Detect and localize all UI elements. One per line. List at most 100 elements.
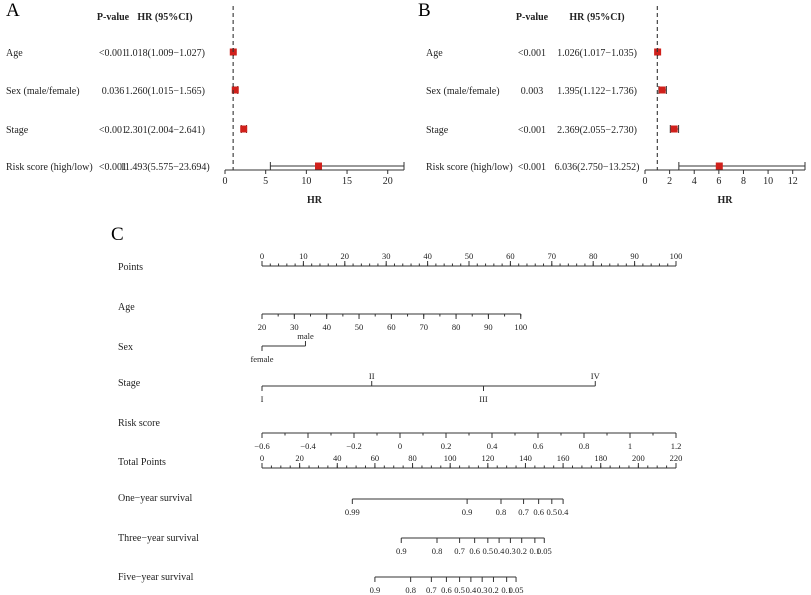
tick-label: 90: [484, 322, 493, 332]
tick-label: 160: [557, 453, 570, 463]
category-label: female: [250, 354, 273, 364]
tick-label: 140: [519, 453, 532, 463]
x-axis-label: HR: [307, 195, 323, 206]
survival-label: 0.3: [505, 546, 516, 556]
tick-label: 120: [481, 453, 494, 463]
tick-label: 0: [260, 453, 264, 463]
row-hr-text: 6.036(2.750−13.252): [555, 162, 640, 173]
tick-label: 220: [670, 453, 683, 463]
hr-marker: [231, 86, 239, 94]
survival-label: 0.9: [462, 507, 473, 517]
row-label: Sex (male/female): [426, 86, 500, 97]
tick-label: 60: [387, 322, 396, 332]
tick-label: 0: [398, 441, 402, 451]
nomogram-row-label: Sex: [118, 342, 133, 353]
row-hr-text: 2.369(2.055−2.730): [557, 125, 637, 136]
x-tick-label: 4: [692, 176, 697, 187]
x-tick-label: 6: [716, 176, 721, 187]
survival-label: 0.4: [494, 546, 505, 556]
survival-label: 0.99: [345, 507, 360, 517]
forest-plot-a: P-value HR (95%CI)Age <0.0011.018(1.009−1.…: [6, 6, 405, 206]
tick-label: 200: [632, 453, 645, 463]
x-tick-label: 15: [342, 176, 352, 187]
tick-label: 70: [419, 322, 428, 332]
category-label: I: [261, 394, 264, 404]
tick-label: 0.4: [487, 441, 498, 451]
category-label: male: [297, 331, 314, 341]
nomogram-row-label: One−year survival: [118, 493, 192, 504]
survival-label: 0.2: [488, 585, 499, 595]
category-label: II: [369, 371, 375, 381]
survival-label: 0.4: [558, 507, 569, 517]
survival-label: 0.7: [454, 546, 465, 556]
tick-label: 40: [333, 453, 342, 463]
row-label: Risk score (high/low): [6, 162, 93, 173]
nomogram-row-label: Risk score: [118, 418, 161, 429]
panel-label-c: C: [111, 224, 124, 245]
row-label: Age: [6, 48, 23, 59]
hr-header: HR (95%CI): [137, 12, 192, 23]
x-axis-label: HR: [718, 195, 734, 206]
x-tick-label: 12: [788, 176, 798, 187]
survival-label: 0.8: [432, 546, 443, 556]
category-label: III: [479, 394, 488, 404]
x-tick-label: 10: [301, 176, 311, 187]
tick-label: −0.6: [254, 441, 269, 451]
survival-label: 0.8: [496, 507, 507, 517]
tick-label: 0.2: [441, 441, 452, 451]
tick-label: 20: [295, 453, 304, 463]
row-hr-text: 11.493(5.575−23.694): [120, 162, 209, 173]
tick-label: 1: [628, 441, 632, 451]
tick-label: 90: [630, 251, 639, 261]
tick-label: −0.4: [300, 441, 316, 451]
tick-label: 0.6: [533, 441, 544, 451]
nomogram-row-label: Age: [118, 302, 135, 313]
x-tick-label: 0: [643, 176, 648, 187]
tick-label: 40: [322, 322, 331, 332]
tick-label: 80: [408, 453, 417, 463]
hr-marker: [670, 125, 678, 133]
row-pvalue: <0.001: [518, 162, 546, 173]
hr-marker: [715, 162, 723, 170]
tick-label: 50: [465, 251, 474, 261]
tick-label: 20: [341, 251, 350, 261]
hr-marker: [315, 162, 323, 170]
row-label: Age: [426, 48, 443, 59]
row-hr-text: 1.260(1.015−1.565): [125, 86, 205, 97]
tick-label: 80: [452, 322, 461, 332]
nomogram-row-label: Total Points: [118, 457, 166, 468]
row-label: Sex (male/female): [6, 86, 80, 97]
forest-plot-b: P-value HR (95%CI) Age <0.001 1.026(1.017−1.…: [426, 6, 806, 206]
row-hr-text: 2.301(2.004−2.641): [125, 125, 205, 136]
x-tick-label: 2: [667, 176, 672, 187]
row-hr-text: 1.026(1.017−1.035): [557, 48, 637, 59]
x-tick-label: 0: [223, 176, 228, 187]
hr-marker: [654, 48, 662, 56]
tick-label: 1.2: [671, 441, 682, 451]
row-pvalue: <0.001: [99, 125, 127, 136]
tick-label: 10: [299, 251, 308, 261]
row-label: Stage: [6, 125, 29, 136]
survival-label: 0.6: [469, 546, 480, 556]
row-label: Risk score (high/low): [426, 162, 513, 173]
nomogram-row-label: Three−year survival: [118, 533, 199, 544]
x-tick-label: 20: [383, 176, 393, 187]
tick-label: −0.2: [346, 441, 361, 451]
tick-label: 70: [548, 251, 557, 261]
hr-marker: [658, 86, 666, 94]
survival-label: 0.7: [518, 507, 529, 517]
hr-marker: [229, 48, 237, 56]
survival-label: 0.9: [370, 585, 381, 595]
category-label: IV: [591, 371, 601, 381]
x-tick-label: 10: [763, 176, 773, 187]
tick-label: 100: [514, 322, 527, 332]
panel-label-a: A: [6, 0, 20, 21]
row-hr-text: 1.395(1.122−1.736): [557, 86, 637, 97]
survival-label: 0.1: [530, 546, 541, 556]
survival-label: 0.8: [405, 585, 416, 595]
survival-label: 0.1: [501, 585, 512, 595]
tick-label: 30: [382, 251, 391, 261]
tick-label: 60: [371, 453, 380, 463]
row-pvalue: <0.001: [518, 125, 546, 136]
